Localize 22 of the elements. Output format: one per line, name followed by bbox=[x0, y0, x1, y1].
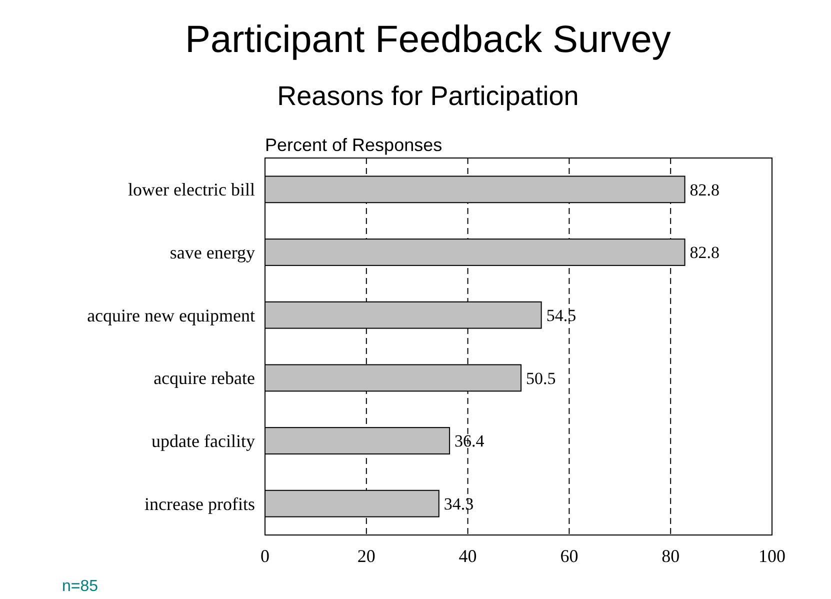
chart-subtitle: Reasons for Participation bbox=[277, 81, 579, 111]
x-tick-label: 60 bbox=[560, 546, 578, 566]
text: n=85 bbox=[62, 578, 98, 595]
x-tick-label: 0 bbox=[260, 546, 270, 566]
x-tick-label: 40 bbox=[458, 546, 477, 566]
y-tick-label: acquire rebate bbox=[154, 368, 255, 388]
data-label: 36.4 bbox=[454, 432, 485, 451]
y-tick-label: increase profits bbox=[144, 494, 255, 514]
data-label: 82.8 bbox=[690, 180, 720, 200]
data-label: 54.5 bbox=[546, 306, 576, 326]
y-tick-label: save energy bbox=[170, 242, 255, 263]
data-label: 82.8 bbox=[690, 243, 720, 262]
x-tick-label: 20 bbox=[357, 546, 376, 566]
chart-title: Participant Feedback Survey bbox=[185, 19, 671, 61]
x-tick-label: 80 bbox=[662, 546, 680, 566]
y-tick-label: update facility bbox=[152, 431, 255, 452]
x-tick-label: 100 bbox=[758, 546, 786, 566]
data-label: 34.3 bbox=[444, 494, 474, 514]
x-axis-title: Percent of Responses bbox=[265, 135, 442, 155]
y-tick-label: lower electric bill bbox=[128, 180, 255, 200]
data-label: 50.5 bbox=[526, 368, 556, 388]
y-tick-label: acquire new equipment bbox=[87, 305, 255, 326]
